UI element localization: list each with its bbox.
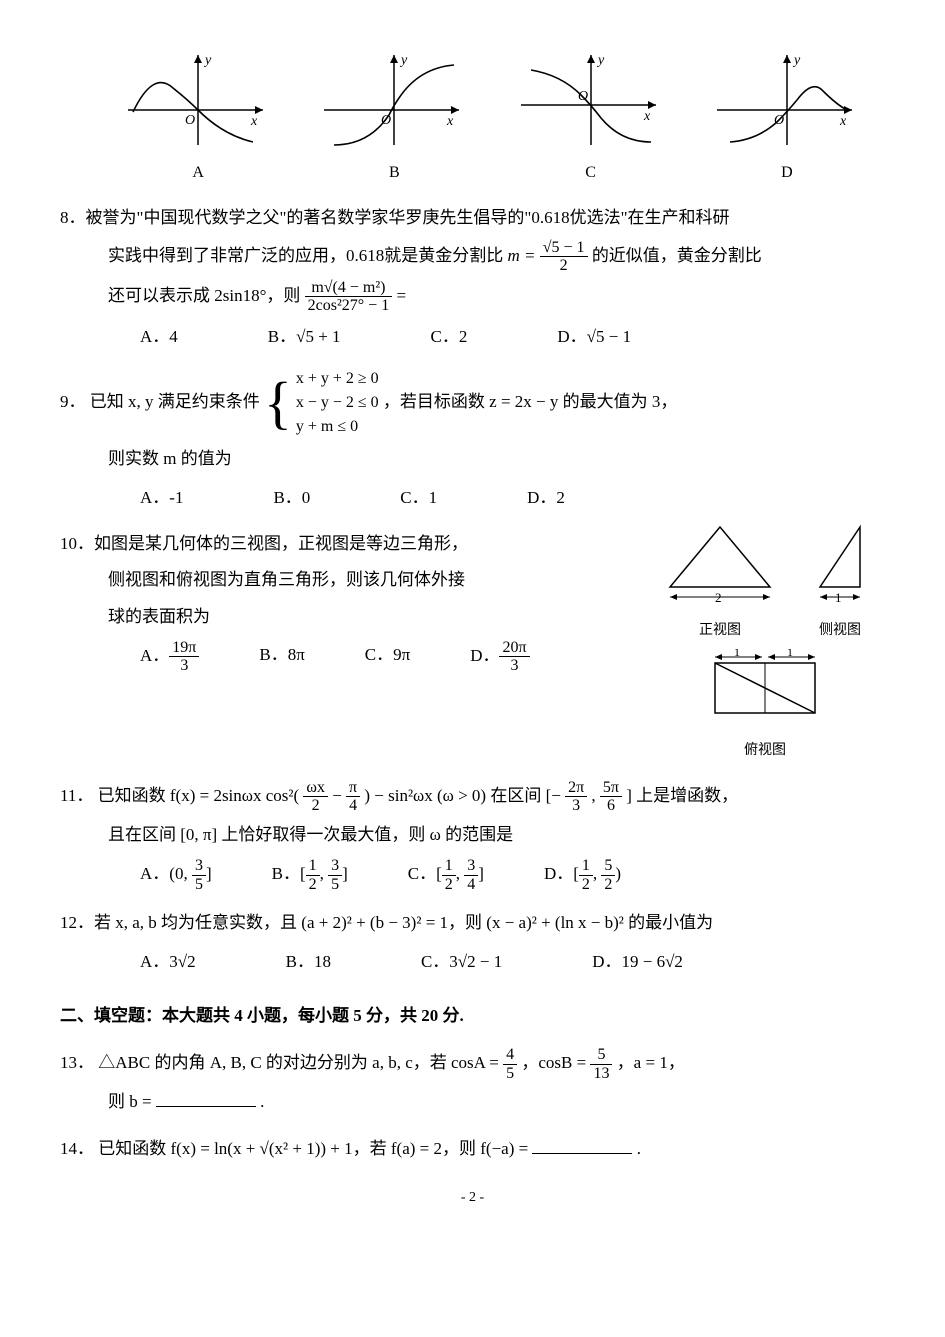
q13-line1-pre: △ABC 的内角 A, B, C 的对边分别为 a, b, c，若 cosA = — [98, 1053, 503, 1072]
q12-opt-b: B．18 — [286, 946, 331, 978]
q12-opt-c: C．3√2 − 1 — [421, 946, 502, 978]
svg-text:1: 1 — [835, 590, 842, 605]
q11-opt-c: C．[12, 34] — [408, 857, 484, 893]
q12-opt-a: A．3√2 — [140, 946, 196, 978]
question-10: 2 正视图 1 侧视图 1 — [60, 528, 885, 765]
q13-blank — [156, 1090, 256, 1107]
q9-opt-c: C．1 — [400, 482, 437, 514]
question-13: 13． △ABC 的内角 A, B, C 的对边分别为 a, b, c，若 co… — [60, 1046, 885, 1118]
top-view-caption: 俯视图 — [645, 738, 885, 765]
graph-options-row: x y O A x y O B x y O C — [100, 50, 885, 188]
graph-a-svg: x y O — [123, 50, 273, 150]
graph-d: x y O D — [712, 50, 862, 188]
axis-x-label: x — [250, 114, 258, 129]
question-12: 12．若 x, a, b 均为任意实数，且 (a + 2)² + (b − 3)… — [60, 907, 885, 978]
svg-text:x: x — [643, 109, 651, 124]
q8-opt-b: B．√5 + 1 — [268, 321, 341, 353]
q10-line1: 如图是某几何体的三视图，正视图是等边三角形， — [94, 534, 468, 553]
axis-origin: O — [185, 113, 195, 128]
graph-c: x y O C — [516, 50, 666, 188]
q9-opt-b: B．0 — [273, 482, 310, 514]
q9-case2: x − y − 2 ≤ 0 — [296, 391, 379, 415]
q10-opt-a: A．19π3 — [140, 639, 199, 675]
q9-case1: x + y + 2 ≥ 0 — [296, 367, 379, 391]
page-number: - 2 - — [60, 1185, 885, 1212]
q14-line1: 已知函数 f(x) = ln(x + √(x² + 1)) + 1，若 f(a)… — [98, 1139, 532, 1158]
q8-golden-ratio-frac: √5 − 12 — [540, 239, 588, 275]
q14-blank — [532, 1137, 632, 1154]
q9-number: 9． — [60, 392, 86, 411]
q13-number: 13． — [60, 1053, 94, 1072]
graph-b-label: B — [389, 158, 400, 188]
q10-opt-c: C．9π — [365, 639, 410, 675]
svg-text:1: 1 — [734, 649, 740, 659]
graph-c-label: C — [585, 158, 596, 188]
top-view-svg: 1 1 — [700, 649, 830, 727]
q9-line1-pre: 已知 x, y 满足约束条件 — [90, 392, 264, 411]
graph-c-svg: x y O — [516, 50, 666, 150]
q9-case3: y + m ≤ 0 — [296, 415, 379, 439]
svg-text:y: y — [399, 53, 408, 68]
q11-opt-d: D．[12, 52) — [544, 857, 621, 893]
question-14: 14． 已知函数 f(x) = ln(x + √(x² + 1)) + 1，若 … — [60, 1133, 885, 1165]
q8-line3-pre: 还可以表示成 2sin18°，则 — [108, 286, 305, 305]
three-views-figure: 2 正视图 1 侧视图 1 — [645, 522, 885, 765]
side-view-svg: 1 — [805, 522, 875, 607]
side-view-caption: 侧视图 — [805, 618, 875, 645]
graph-b: x y O B — [319, 50, 469, 188]
q12-line1: 若 x, a, b 均为任意实数，且 (a + 2)² + (b − 3)² =… — [94, 913, 713, 932]
q8-line2-pre: 实践中得到了非常广泛的应用，0.618就是黄金分割比 — [108, 246, 508, 265]
q8-equals: = — [396, 286, 406, 305]
axis-y-label: y — [203, 53, 212, 68]
svg-text:x: x — [446, 114, 454, 129]
q8-line2-post: 的近似值，黄金分割比 — [592, 246, 762, 265]
svg-text:2: 2 — [715, 590, 722, 605]
q11-opt-b: B．[12, 35] — [272, 857, 348, 893]
q8-expression-frac: m√(4 − m²)2cos²27° − 1 — [305, 279, 393, 315]
q8-opt-d: D．√5 − 1 — [557, 321, 631, 353]
q10-opt-d: D．20π3 — [470, 639, 529, 675]
q11-options: A．(0, 35] B．[12, 35] C．[12, 34] D．[12, 5… — [60, 857, 885, 893]
q14-number: 14． — [60, 1139, 94, 1158]
q9-opt-d: D．2 — [527, 482, 565, 514]
question-9: 9． 已知 x, y 满足约束条件 { x + y + 2 ≥ 0 x − y … — [60, 367, 885, 514]
q9-line2: 则实数 m 的值为 — [60, 443, 885, 475]
graph-d-label: D — [781, 158, 793, 188]
question-11: 11． 已知函数 f(x) = 2sinωx cos²( ωx2 − π4 ) … — [60, 779, 885, 894]
section-2-title: 二、填空题：本大题共 4 小题，每小题 5 分，共 20 分. — [60, 1000, 885, 1032]
q9-opt-a: A．-1 — [140, 482, 183, 514]
q10-number: 10． — [60, 534, 94, 553]
svg-text:x: x — [839, 114, 847, 129]
q11-number: 11． — [60, 786, 93, 805]
q13-line2: 则 b = — [108, 1092, 156, 1111]
front-view-caption: 正视图 — [655, 618, 785, 645]
q8-opt-a: A．4 — [140, 321, 178, 353]
graph-a-label: A — [192, 158, 204, 188]
left-brace-icon: { — [264, 377, 292, 429]
q11-line1-pre: 已知函数 f(x) = 2sinωx cos²( — [98, 786, 300, 805]
svg-text:y: y — [596, 53, 605, 68]
svg-text:1: 1 — [787, 649, 793, 659]
q8-opt-c: C．2 — [431, 321, 468, 353]
q11-opt-a: A．(0, 35] — [140, 857, 212, 893]
q9-options: A．-1 B．0 C．1 D．2 — [60, 482, 885, 514]
graph-d-svg: x y O — [712, 50, 862, 150]
q9-line1-post: ，若目标函数 z = 2x − y 的最大值为 3， — [383, 392, 677, 411]
q8-number: 8． — [60, 208, 86, 227]
q8-options: A．4 B．√5 + 1 C．2 D．√5 − 1 — [60, 321, 885, 353]
q8-line1: 被誉为"中国现代数学之父"的著名数学家华罗庚先生倡导的"0.618优选法"在生产… — [86, 208, 730, 227]
front-view-svg: 2 — [655, 522, 785, 607]
q10-options: A．19π3 B．8π C．9π D．20π3 — [60, 639, 645, 675]
q11-line2: 且在区间 [0, π] 上恰好取得一次最大值，则 ω 的范围是 — [60, 819, 885, 851]
q9-constraint-system: { x + y + 2 ≥ 0 x − y − 2 ≤ 0 y + m ≤ 0 — [264, 367, 379, 439]
q8-m-equals: m = — [508, 246, 536, 265]
q12-number: 12． — [60, 913, 94, 932]
svg-text:y: y — [792, 53, 801, 68]
q12-opt-d: D．19 − 6√2 — [592, 946, 683, 978]
q10-opt-b: B．8π — [259, 639, 304, 675]
graph-b-svg: x y O — [319, 50, 469, 150]
q12-options: A．3√2 B．18 C．3√2 − 1 D．19 − 6√2 — [60, 946, 885, 978]
graph-a: x y O A — [123, 50, 273, 188]
question-8: 8．被誉为"中国现代数学之父"的著名数学家华罗庚先生倡导的"0.618优选法"在… — [60, 202, 885, 353]
